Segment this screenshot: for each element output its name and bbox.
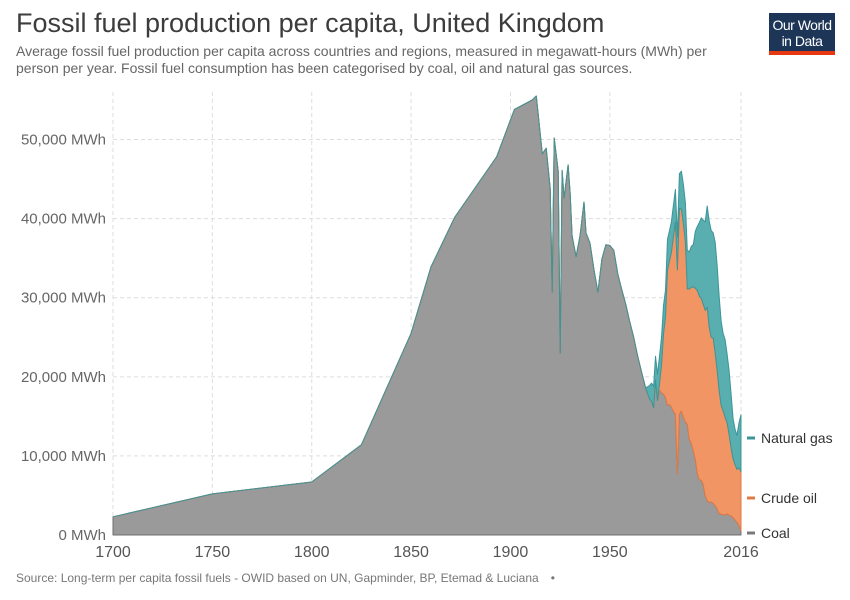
x-tick-label: 2016	[723, 544, 759, 561]
chart-subtitle: Average fossil fuel production per capit…	[16, 43, 707, 76]
x-tick-label: 1700	[95, 544, 131, 561]
chart-title: Fossil fuel production per capita, Unite…	[16, 8, 605, 38]
area-natural-gas	[112, 95, 742, 518]
legend-label-crude-oil: Crude oil	[761, 490, 817, 506]
x-tick-label: 1850	[393, 544, 429, 561]
area-series	[112, 95, 742, 536]
source-note: Source: Long-term per capita fossil fuel…	[16, 571, 555, 585]
legend-label-natural-gas: Natural gas	[761, 430, 833, 446]
legend-label-coal: Coal	[761, 525, 790, 541]
x-tick-label: 1750	[195, 544, 231, 561]
y-tick-label: 10,000 MWh	[21, 448, 106, 465]
y-tick-label: 0 MWh	[58, 527, 106, 544]
x-tick-label: 1800	[294, 544, 330, 561]
y-tick-label: 20,000 MWh	[21, 369, 106, 386]
y-tick-label: 50,000 MWh	[21, 132, 106, 149]
legend: Coal Crude oil Natural gas	[747, 430, 833, 541]
logo-line-1: Our World	[772, 17, 832, 33]
y-tick-label: 40,000 MWh	[21, 211, 106, 228]
dot-icon: •	[550, 571, 555, 585]
source-text: Source: Long-term per capita fossil fuel…	[16, 571, 539, 585]
logo-line-2: in Data	[781, 33, 823, 49]
x-tick-label: 1900	[493, 544, 529, 561]
y-tick-label: 30,000 MWh	[21, 290, 106, 307]
logo-accent-bar	[769, 51, 835, 55]
x-axis-tick-labels: 1700 1750 1800 1850 1900 1950 2016	[95, 544, 759, 561]
y-axis-tick-labels: 0 MWh 10,000 MWh 20,000 MWh 30,000 MWh 40,00…	[21, 132, 106, 544]
area-coal	[112, 95, 742, 536]
owid-logo[interactable]: Our World in Data	[769, 13, 835, 55]
x-tick-label: 1950	[592, 544, 628, 561]
